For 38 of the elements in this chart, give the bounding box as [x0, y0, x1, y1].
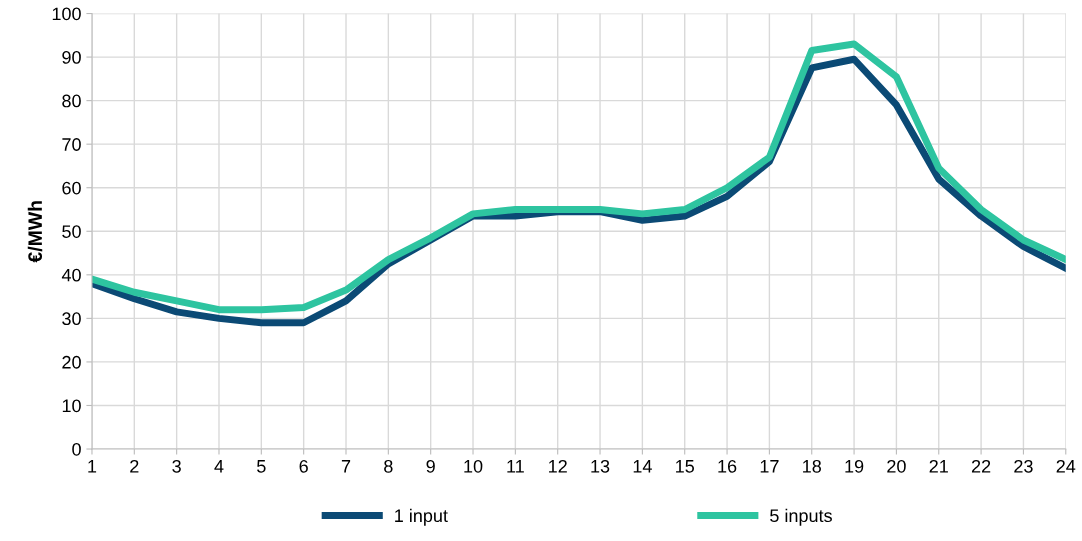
- legend-label: 1 input: [395, 508, 448, 526]
- x-tick-label: 13: [591, 459, 610, 473]
- x-tick-label: 11: [507, 460, 524, 473]
- x-tick-label: 4: [214, 460, 224, 473]
- x-tick-label: 16: [718, 459, 737, 473]
- y-tick-label: 30: [62, 312, 81, 326]
- x-tick-label: 5: [257, 460, 266, 473]
- x-tick-label: 7: [341, 460, 351, 473]
- x-tick-label: 2: [130, 459, 139, 473]
- legend-label: 5 inputs: [770, 508, 832, 526]
- x-tick-label: 14: [633, 460, 652, 473]
- y-axis-title: €/MWh: [27, 201, 43, 263]
- y-tick-label: 80: [62, 94, 81, 108]
- x-tick-label: 1: [88, 460, 97, 473]
- x-tick-label: 20: [887, 459, 906, 473]
- y-tick-label: 50: [62, 225, 81, 238]
- x-tick-label: 17: [760, 460, 779, 473]
- x-tick-label: 19: [845, 459, 864, 473]
- x-tick-label: 8: [384, 459, 393, 473]
- x-tick-label: 12: [549, 459, 567, 473]
- x-tick-label: 10: [464, 459, 483, 473]
- y-tick-label: 0: [72, 442, 81, 456]
- x-tick-label: 18: [803, 459, 821, 473]
- y-tick-label: 70: [62, 138, 81, 151]
- y-tick-label: 100: [52, 7, 81, 21]
- y-tick-label: 10: [62, 399, 81, 413]
- x-tick-label: 24: [1056, 459, 1076, 473]
- y-tick-label: 20: [62, 355, 81, 369]
- x-tick-label: 3: [172, 459, 181, 473]
- x-tick-label: 6: [299, 459, 308, 473]
- y-tick-label: 90: [62, 51, 81, 64]
- x-tick-label: 9: [426, 459, 435, 473]
- x-tick-label: 22: [971, 459, 991, 473]
- y-tick-label: 60: [62, 181, 81, 195]
- x-tick-label: 23: [1014, 459, 1033, 473]
- x-tick-label: 15: [676, 460, 694, 473]
- y-tick-label: 40: [61, 268, 81, 282]
- x-tick-label: 21: [929, 459, 948, 473]
